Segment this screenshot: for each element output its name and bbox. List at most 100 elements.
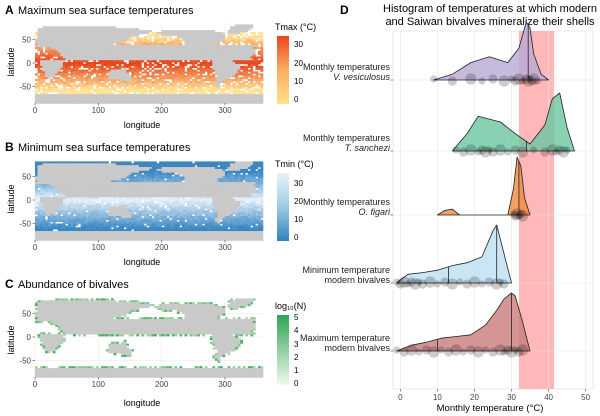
ocean-cell xyxy=(141,39,145,42)
ocean-cell xyxy=(232,178,236,181)
ocean-cell xyxy=(52,193,56,196)
land-cell xyxy=(192,58,195,61)
ocean-cell xyxy=(45,50,48,53)
land-cell xyxy=(93,94,97,97)
ocean-cell xyxy=(85,86,89,89)
land-cell xyxy=(113,97,117,101)
land-cell xyxy=(103,33,107,37)
land-cell xyxy=(143,50,147,53)
land-cell xyxy=(247,189,251,192)
land-cell xyxy=(93,191,97,194)
ocean-cell xyxy=(217,167,221,170)
land-cell xyxy=(240,97,244,101)
ocean-cell xyxy=(247,178,251,181)
land-cell xyxy=(118,193,122,196)
land-cell xyxy=(113,41,117,44)
land-cell xyxy=(65,193,69,196)
ocean-cell xyxy=(35,60,38,63)
land-cell xyxy=(230,65,233,69)
land-cell xyxy=(230,97,233,101)
ocean-cell xyxy=(83,161,86,164)
land-cell xyxy=(93,174,97,177)
land-cell xyxy=(204,170,208,174)
ocean-cell xyxy=(133,77,137,80)
land-cell xyxy=(151,97,155,101)
land-cell xyxy=(156,195,160,198)
land-cell xyxy=(204,182,208,185)
land-cell xyxy=(250,189,254,192)
ocean-cell xyxy=(169,86,173,89)
ocean-cell xyxy=(257,180,261,183)
ocean-cell xyxy=(151,88,155,91)
land-cell xyxy=(88,41,92,44)
ocean-cell xyxy=(232,39,236,42)
land-cell xyxy=(116,52,119,55)
land-cell xyxy=(103,180,107,183)
ocean-cell xyxy=(156,33,160,37)
land-cell xyxy=(235,187,238,190)
land-cell xyxy=(55,60,59,63)
land-cell xyxy=(169,95,173,99)
ocean-cell xyxy=(88,92,92,95)
land-cell xyxy=(232,184,236,187)
land-cell xyxy=(176,45,180,48)
land-cell xyxy=(176,187,180,190)
land-cell xyxy=(98,58,102,61)
ocean-cell xyxy=(143,39,147,42)
land-cell xyxy=(116,195,119,198)
land-cell xyxy=(141,184,145,187)
land-cell xyxy=(131,184,135,187)
land-cell xyxy=(52,75,56,78)
ocean-cell xyxy=(118,79,122,82)
land-cell xyxy=(88,54,92,57)
land-cell xyxy=(154,193,157,196)
land-cell xyxy=(131,48,135,52)
land-cell xyxy=(121,52,124,55)
ocean-cell xyxy=(252,54,256,57)
land-cell xyxy=(83,182,86,185)
ocean-cell xyxy=(192,82,195,85)
ocean-cell xyxy=(235,170,238,174)
land-cell xyxy=(136,31,140,35)
ocean-cell xyxy=(202,163,206,166)
ocean-cell xyxy=(80,90,84,93)
land-cell xyxy=(85,99,89,102)
ocean-cell xyxy=(257,56,261,59)
ocean-cell xyxy=(154,172,157,175)
land-cell xyxy=(214,172,218,175)
ocean-cell xyxy=(169,176,173,179)
ocean-cell xyxy=(255,63,259,67)
land-cell xyxy=(55,39,59,42)
land-cell xyxy=(166,99,170,102)
land-cell xyxy=(100,165,104,168)
ocean-cell xyxy=(42,193,46,196)
ocean-cell xyxy=(194,65,198,69)
land-cell xyxy=(212,67,216,70)
ocean-cell xyxy=(179,161,183,164)
land-cell xyxy=(212,189,216,192)
land-cell xyxy=(189,48,193,52)
land-cell xyxy=(222,62,226,65)
ocean-cell xyxy=(237,180,241,183)
land-cell xyxy=(100,56,104,59)
land-cell xyxy=(105,184,109,187)
land-cell xyxy=(136,99,140,102)
land-cell xyxy=(237,184,241,187)
ocean-cell xyxy=(257,31,261,35)
ocean-cell xyxy=(197,71,200,74)
land-cell xyxy=(184,170,188,174)
land-cell xyxy=(111,101,114,104)
ocean-cell xyxy=(192,71,195,74)
land-cell xyxy=(156,101,160,104)
land-cell xyxy=(197,99,200,102)
ocean-cell xyxy=(35,58,38,61)
land-cell xyxy=(202,101,206,104)
land-cell xyxy=(50,47,54,50)
ocean-cell xyxy=(154,180,157,183)
land-cell xyxy=(189,193,193,196)
ocean-cell xyxy=(85,82,89,85)
ocean-cell xyxy=(100,84,104,87)
land-cell xyxy=(113,95,117,99)
land-cell xyxy=(111,45,114,48)
ocean-cell xyxy=(100,82,104,85)
